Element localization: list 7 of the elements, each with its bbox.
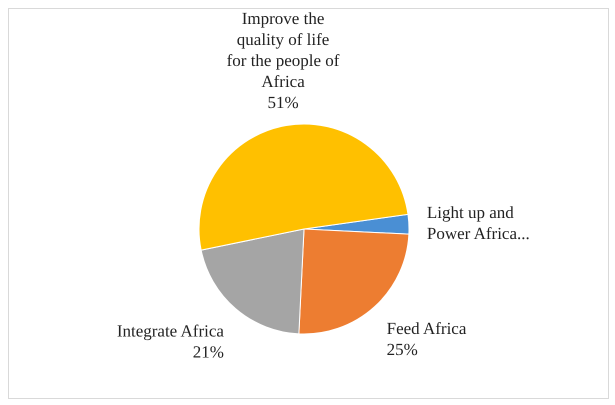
data-label: 51% [267,92,299,112]
data-label: 25% [386,340,418,360]
slice-label: Improve the quality of life for the people of Africa [226,8,340,91]
slice-label: Feed Africa [386,319,467,338]
data-label: 21% [192,342,224,362]
slice-label: Integrate Africa [116,321,224,340]
slice-label: Light up and Power Africa... [426,202,530,243]
